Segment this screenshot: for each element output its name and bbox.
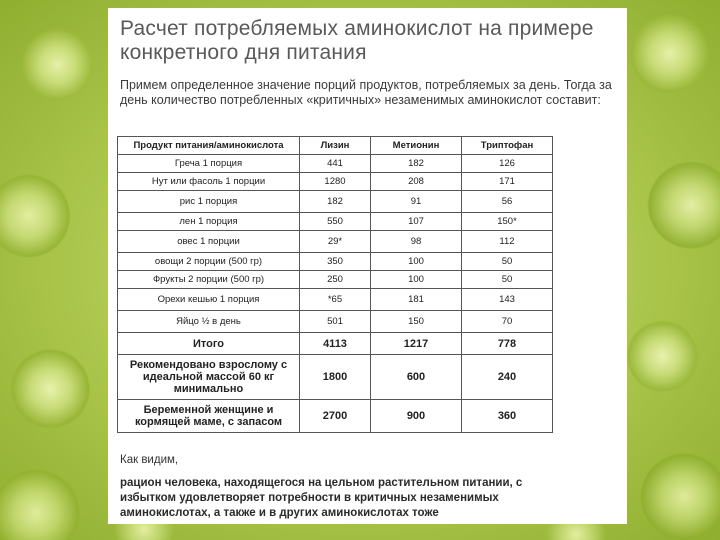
cell-tryptophan: 171 xyxy=(461,172,553,191)
cell-lysine: 250 xyxy=(299,270,371,289)
pregnant-tryptophan: 360 xyxy=(461,399,553,433)
table-row: Греча 1 порция 441 182 126 xyxy=(117,154,553,173)
recommended-tryptophan: 240 xyxy=(461,354,553,400)
conclusion-text: рацион человека, находящегося на цельном… xyxy=(120,477,523,519)
slide-title: Расчет потребляемых аминокислот на приме… xyxy=(120,17,594,64)
intro-paragraph: Примем определенное значение порций прод… xyxy=(120,78,612,107)
table-row: Яйцо ½ в день 501 150 70 xyxy=(117,310,553,333)
table-row: Фрукты 2 порции (500 гр) 250 100 50 xyxy=(117,270,553,289)
total-tryptophan: 778 xyxy=(461,332,553,355)
cell-product: лен 1 порция xyxy=(117,212,300,231)
table-row: лен 1 порция 550 107 150* xyxy=(117,212,553,231)
cell-tryptophan: 126 xyxy=(461,154,553,173)
cell-product: Яйцо ½ в день xyxy=(117,310,300,333)
table-header-row: Продукт питания/аминокислота Лизин Метио… xyxy=(117,136,553,155)
slide-card: Расчет потребляемых аминокислот на приме… xyxy=(108,8,627,524)
cell-methionine: 150 xyxy=(370,310,462,333)
cell-product: овощи 2 порции (500 гр) xyxy=(117,252,300,271)
pregnant-row: Беременной женщине и кормящей маме, с за… xyxy=(117,399,553,433)
total-label: Итого xyxy=(117,332,300,355)
table-row: овощи 2 порции (500 гр) 350 100 50 xyxy=(117,252,553,271)
recommended-row: Рекомендовано взрослому с идеальной масс… xyxy=(117,354,553,400)
cell-lysine: 182 xyxy=(299,190,371,213)
table-row: овес 1 порции 29* 98 112 xyxy=(117,230,553,253)
total-row: Итого 4113 1217 778 xyxy=(117,332,553,355)
cell-lysine: 501 xyxy=(299,310,371,333)
cell-product: Нут или фасоль 1 порции xyxy=(117,172,300,191)
cell-methionine: 98 xyxy=(370,230,462,253)
cell-lysine: 550 xyxy=(299,212,371,231)
pregnant-lysine: 2700 xyxy=(299,399,371,433)
cell-product: Греча 1 порция xyxy=(117,154,300,173)
cell-product: Фрукты 2 порции (500 гр) xyxy=(117,270,300,289)
cell-tryptophan: 50 xyxy=(461,270,553,289)
table-row: рис 1 порция 182 91 56 xyxy=(117,190,553,213)
amino-acid-table: Продукт питания/аминокислота Лизин Метио… xyxy=(117,136,553,433)
cell-tryptophan: 150* xyxy=(461,212,553,231)
cell-lysine: 1280 xyxy=(299,172,371,191)
header-product: Продукт питания/аминокислота xyxy=(117,136,300,155)
cell-methionine: 100 xyxy=(370,270,462,289)
table-row: Орехи кешью 1 порция *65 181 143 xyxy=(117,288,553,311)
header-tryptophan: Триптофан xyxy=(461,136,553,155)
cell-product: овес 1 порции xyxy=(117,230,300,253)
cell-lysine: *65 xyxy=(299,288,371,311)
pregnant-label: Беременной женщине и кормящей маме, с за… xyxy=(117,399,300,433)
table-row: Нут или фасоль 1 порции 1280 208 171 xyxy=(117,172,553,191)
cell-methionine: 182 xyxy=(370,154,462,173)
cell-lysine: 29* xyxy=(299,230,371,253)
cell-methionine: 91 xyxy=(370,190,462,213)
header-methionine: Метионин xyxy=(370,136,462,155)
recommended-methionine: 600 xyxy=(370,354,462,400)
cell-tryptophan: 56 xyxy=(461,190,553,213)
cell-tryptophan: 70 xyxy=(461,310,553,333)
recommended-label: Рекомендовано взрослому с идеальной масс… xyxy=(117,354,300,400)
cell-lysine: 441 xyxy=(299,154,371,173)
cell-tryptophan: 112 xyxy=(461,230,553,253)
total-methionine: 1217 xyxy=(370,332,462,355)
cell-methionine: 181 xyxy=(370,288,462,311)
cell-tryptophan: 143 xyxy=(461,288,553,311)
cell-methionine: 208 xyxy=(370,172,462,191)
cell-product: рис 1 порция xyxy=(117,190,300,213)
conclusion-lead: Как видим, xyxy=(120,454,179,466)
cell-methionine: 100 xyxy=(370,252,462,271)
total-lysine: 4113 xyxy=(299,332,371,355)
pregnant-methionine: 900 xyxy=(370,399,462,433)
cell-tryptophan: 50 xyxy=(461,252,553,271)
header-lysine: Лизин xyxy=(299,136,371,155)
cell-product: Орехи кешью 1 порция xyxy=(117,288,300,311)
cell-methionine: 107 xyxy=(370,212,462,231)
recommended-lysine: 1800 xyxy=(299,354,371,400)
cell-lysine: 350 xyxy=(299,252,371,271)
